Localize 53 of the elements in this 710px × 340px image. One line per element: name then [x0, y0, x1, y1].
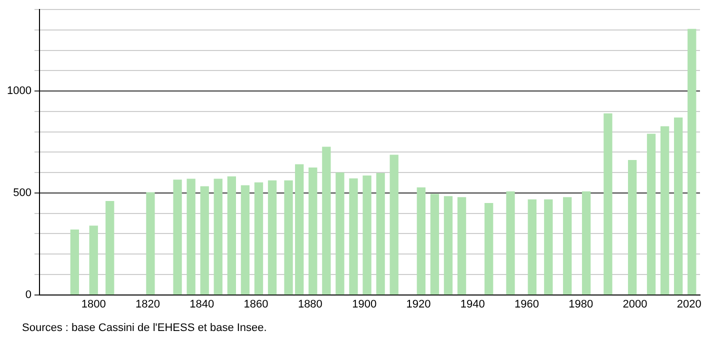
x-tick-label: 2020	[676, 298, 702, 310]
x-tick-label: 1880	[298, 298, 322, 310]
x-tick-label: 1920	[406, 298, 431, 310]
bar	[604, 113, 612, 295]
bar	[416, 187, 426, 295]
bar	[506, 191, 515, 295]
bar	[106, 200, 114, 295]
bar	[484, 203, 494, 295]
bar	[284, 180, 293, 295]
x-tick-label: 1960	[514, 298, 539, 310]
bar	[322, 146, 331, 295]
bar	[457, 197, 466, 295]
bar	[674, 117, 683, 295]
x-tick-label: 1820	[136, 298, 160, 310]
x-tick-label: 1840	[190, 298, 214, 310]
bar	[173, 180, 182, 295]
bar	[227, 176, 236, 295]
source-note: Sources : base Cassini de l'EHESS et base Insee.	[22, 322, 267, 334]
bar	[268, 180, 277, 295]
bar	[628, 160, 637, 295]
bar	[390, 154, 398, 295]
bar	[146, 192, 155, 295]
bar	[186, 178, 196, 295]
bar	[444, 196, 453, 295]
x-tick-label: 1980	[568, 298, 594, 310]
bar	[240, 185, 250, 295]
bar	[582, 191, 591, 295]
y-tick-label: 1000	[6, 85, 32, 98]
bar	[660, 126, 670, 295]
bar	[376, 173, 385, 295]
bar	[254, 182, 264, 295]
bar	[308, 168, 318, 295]
bar	[544, 199, 553, 295]
bar	[528, 199, 536, 295]
x-tick-label: 1940	[460, 298, 485, 310]
bar	[200, 186, 209, 295]
bar	[89, 226, 98, 295]
x-tick-label: 2000	[622, 298, 648, 310]
bar	[349, 178, 358, 295]
bar	[70, 229, 79, 295]
bar	[563, 197, 572, 295]
bar	[430, 194, 440, 295]
bar	[362, 176, 372, 295]
x-tick-label: 1900	[352, 298, 377, 310]
bar	[295, 164, 304, 295]
bar	[336, 172, 344, 295]
bar	[646, 134, 656, 295]
y-tick-label: 500	[13, 186, 32, 199]
bar	[688, 28, 696, 295]
x-tick-label: 1860	[244, 298, 268, 310]
y-tick-label: 0	[25, 288, 32, 301]
x-tick-label: 1800	[81, 298, 106, 310]
bar	[214, 178, 222, 295]
